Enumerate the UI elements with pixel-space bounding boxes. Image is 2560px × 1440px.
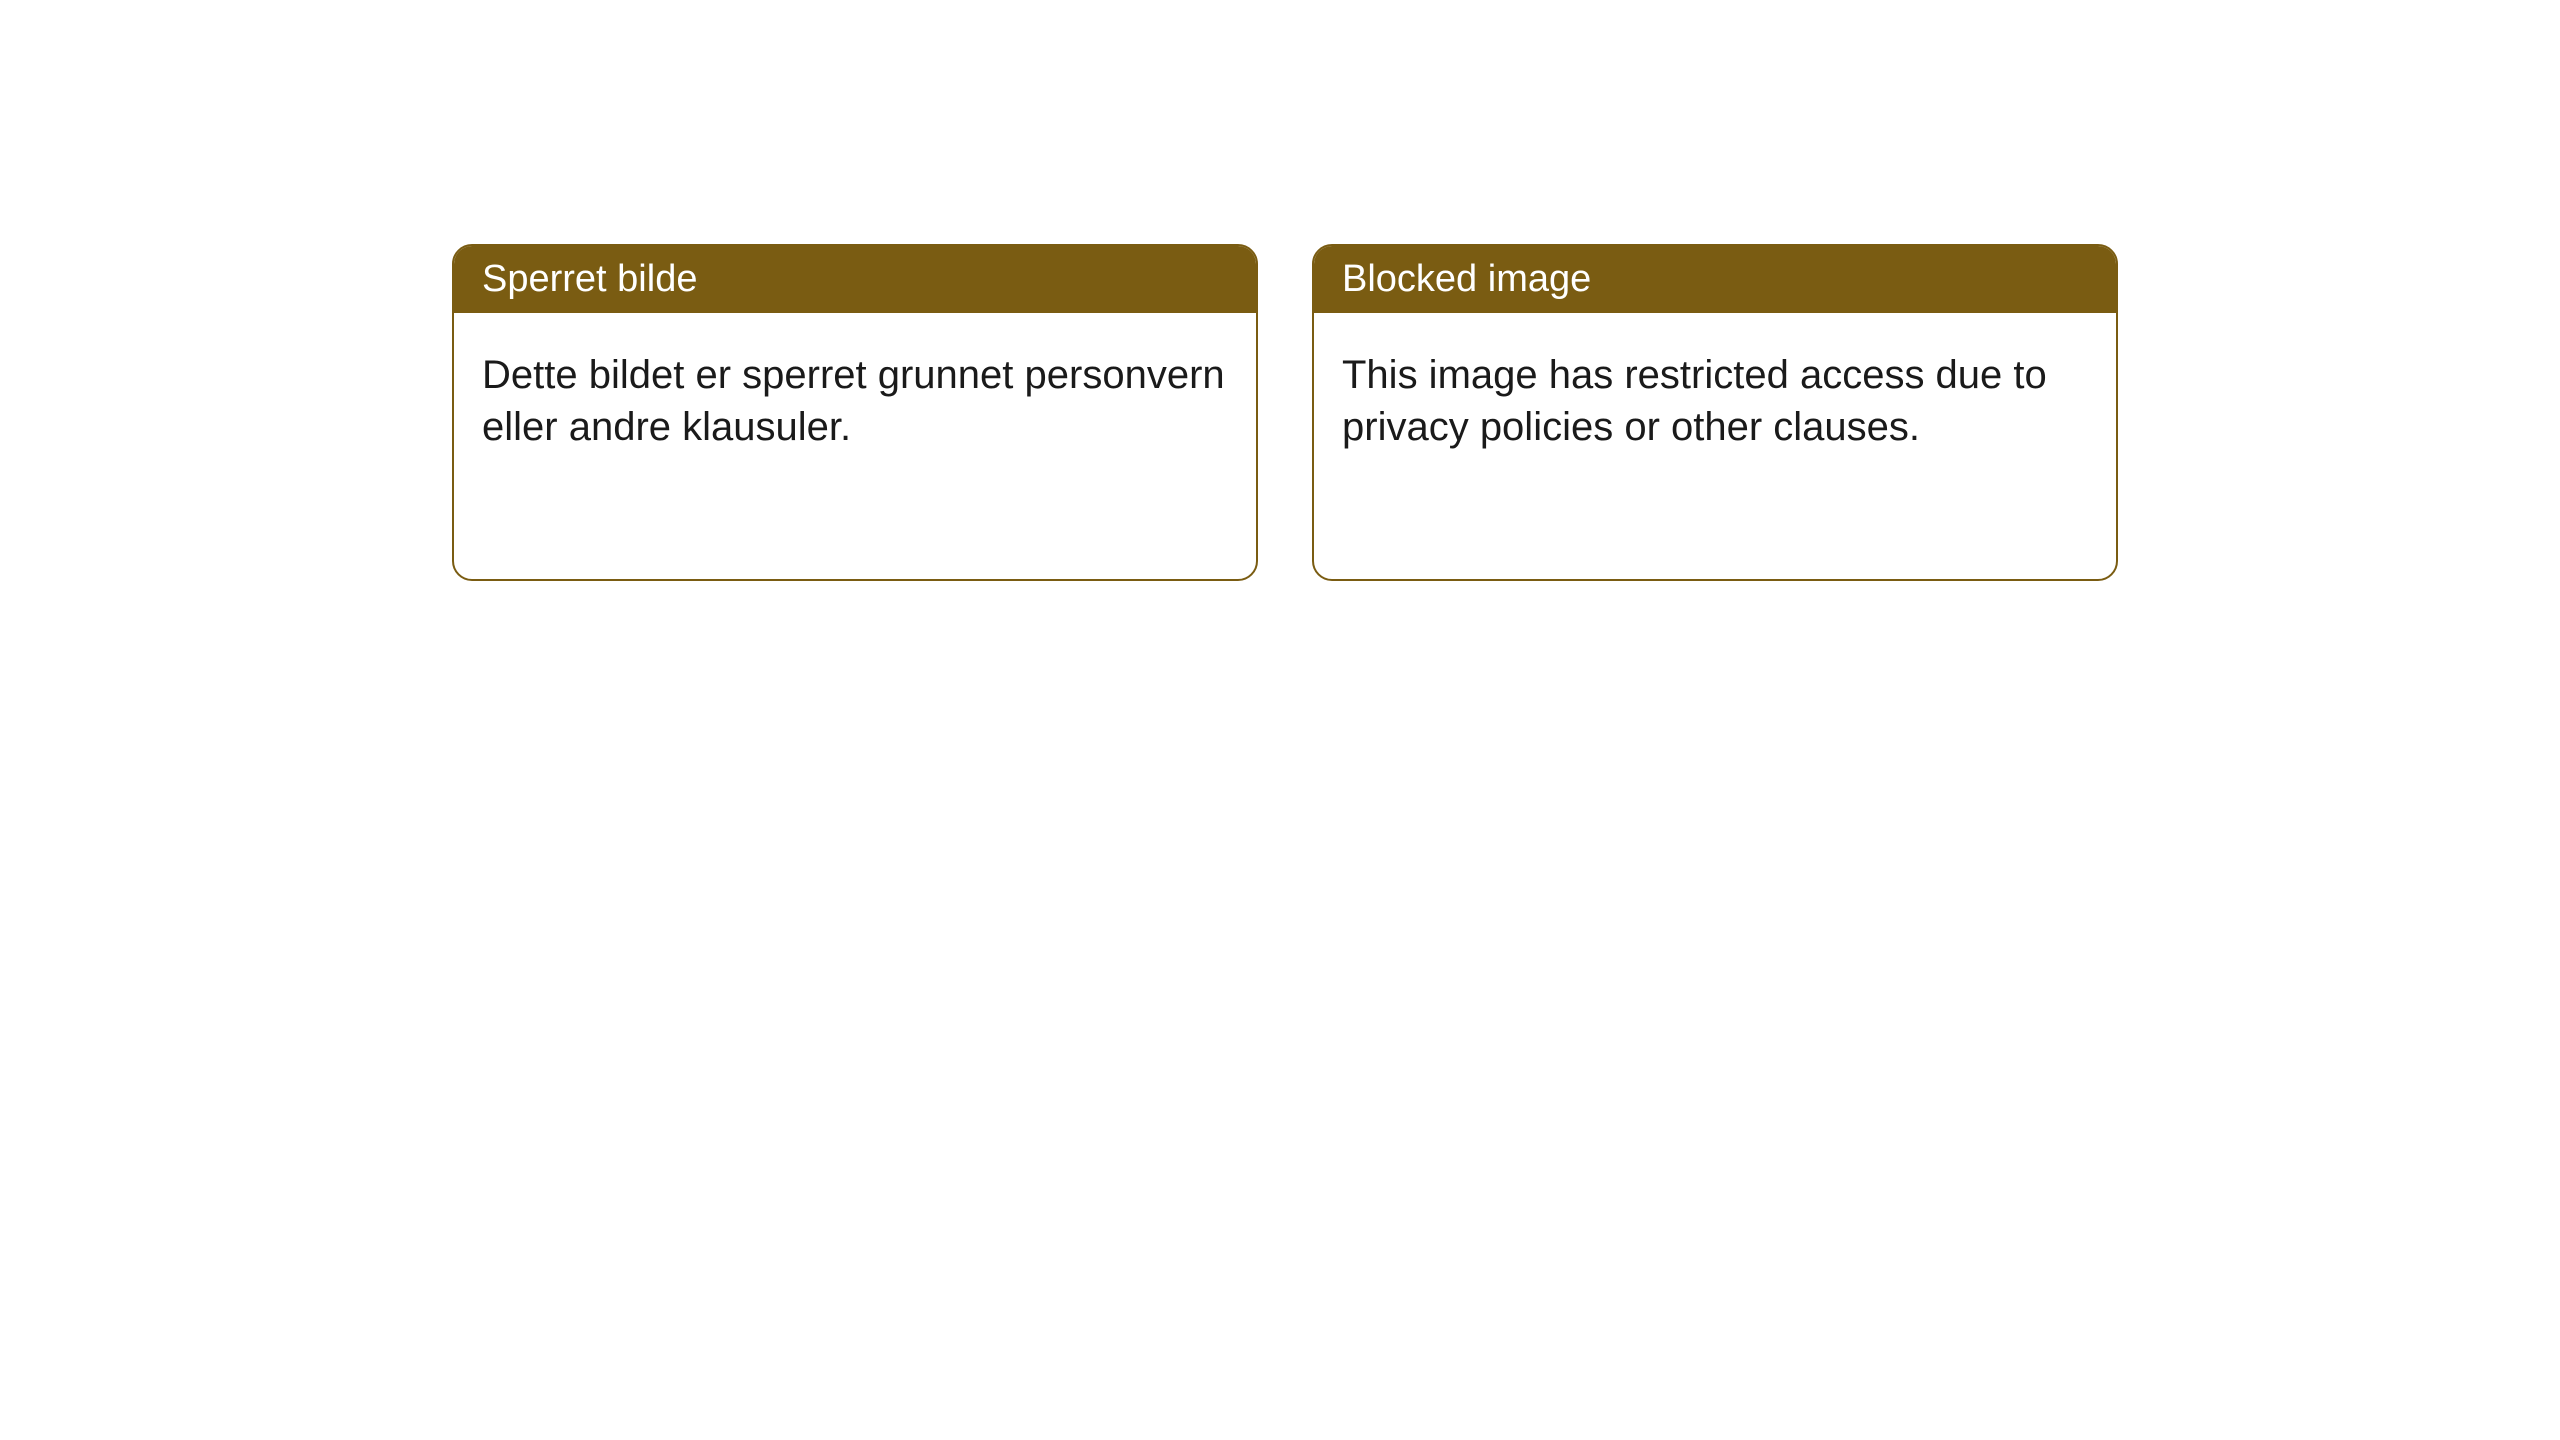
card-header: Blocked image: [1314, 246, 2116, 313]
notice-card-english: Blocked image This image has restricted …: [1312, 244, 2118, 581]
notice-card-norwegian: Sperret bilde Dette bildet er sperret gr…: [452, 244, 1258, 581]
notice-cards-container: Sperret bilde Dette bildet er sperret gr…: [452, 244, 2118, 581]
card-header: Sperret bilde: [454, 246, 1256, 313]
card-body: Dette bildet er sperret grunnet personve…: [454, 313, 1256, 489]
card-body: This image has restricted access due to …: [1314, 313, 2116, 489]
